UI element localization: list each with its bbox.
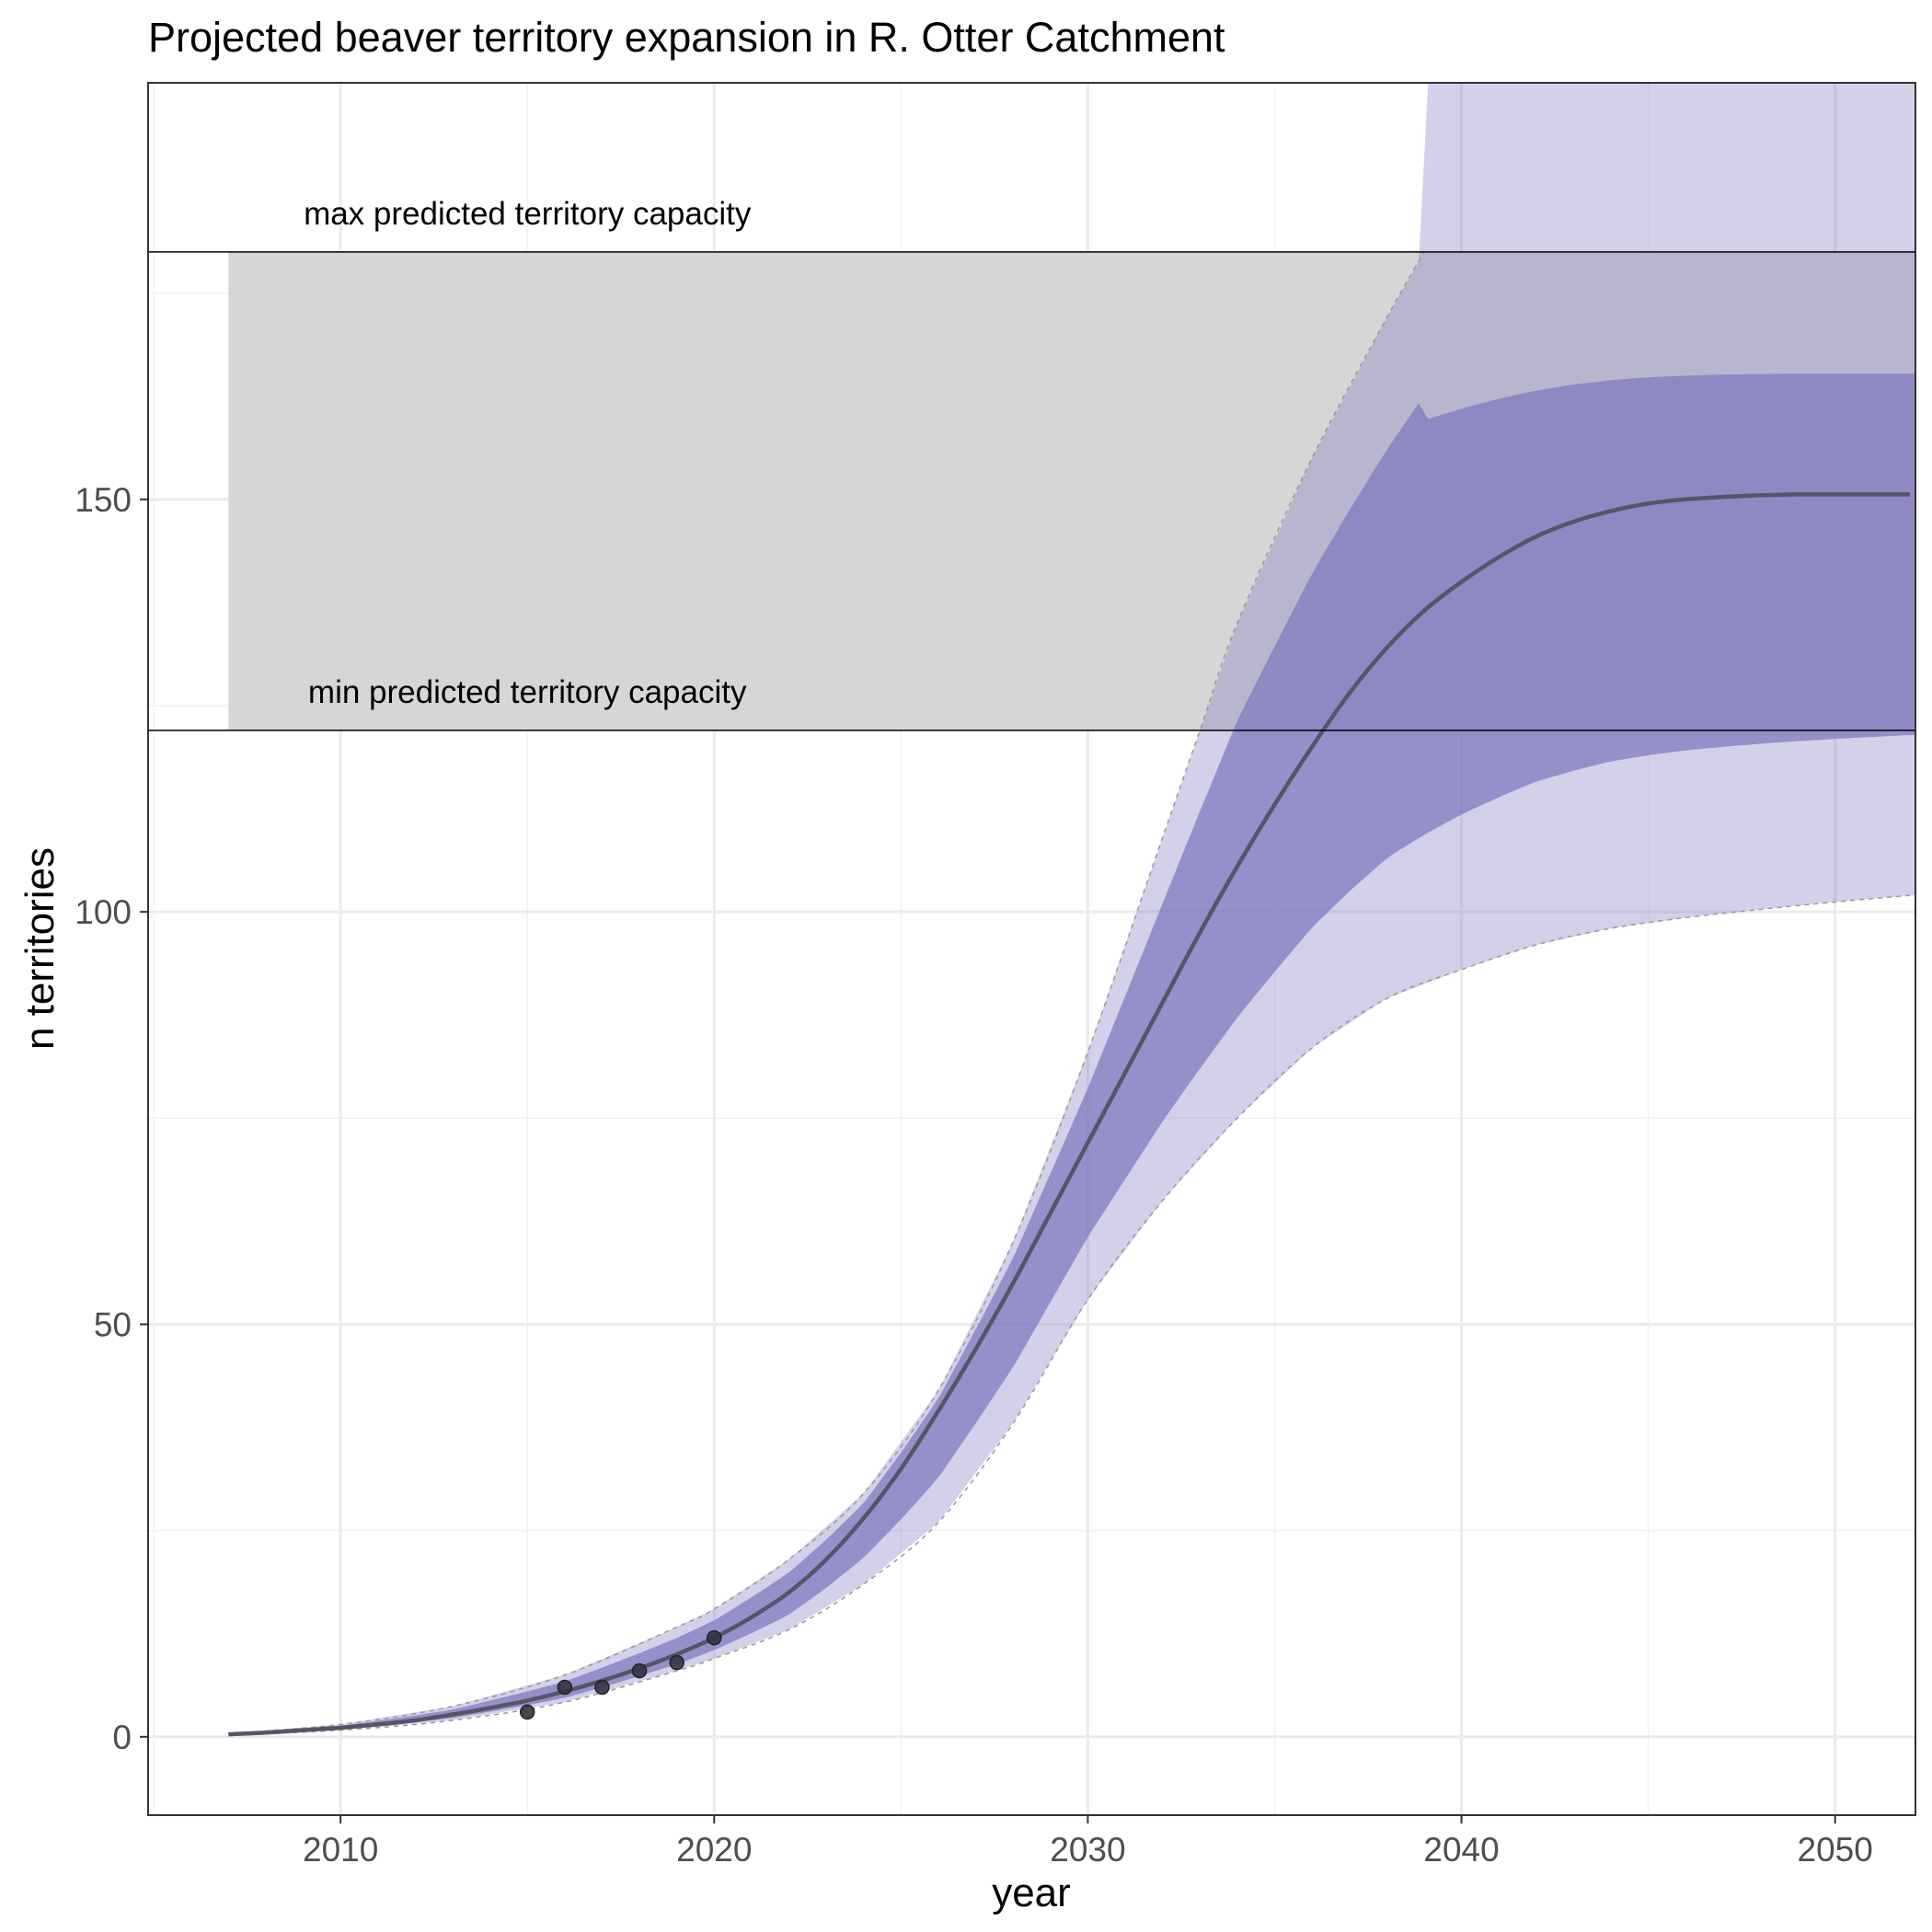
y-tick-label: 100 [75, 893, 132, 931]
x-tick-label: 2050 [1798, 1831, 1873, 1869]
median-projection-line [228, 492, 1910, 1737]
projection-ribbon-layer [228, 83, 1915, 1735]
upper-bound-line [228, 251, 1425, 1734]
observed-point [557, 1679, 573, 1696]
annotations: max predicted territory capacity min pre… [304, 196, 752, 710]
y-axis-title: n territories [17, 847, 63, 1050]
observed-point [669, 1654, 684, 1671]
y-tick-label: 0 [112, 1719, 132, 1756]
x-axis-title: year [992, 1870, 1071, 1915]
lower-bound-line [228, 894, 1910, 1736]
x-tick-label: 2030 [1050, 1831, 1125, 1869]
observed-point [631, 1662, 648, 1679]
annotation-min-capacity: min predicted territory capacity [308, 674, 747, 710]
series-layer [148, 251, 1915, 1737]
observed-point [519, 1704, 535, 1720]
x-tick-label: 2040 [1423, 1831, 1499, 1869]
observed-point [707, 1629, 722, 1646]
x-tick-label: 2020 [676, 1831, 752, 1869]
plot-panel-border [147, 82, 1916, 1816]
annotation-max-capacity: max predicted territory capacity [304, 196, 752, 232]
observed-point [594, 1679, 610, 1696]
chart-title: Projected beaver territory expansion in … [148, 14, 1225, 61]
observed-points-layer [519, 1629, 722, 1720]
axes: 2010 2020 2030 2040 2050 0 50 100 150 [75, 481, 1873, 1869]
y-tick-label: 50 [94, 1305, 132, 1343]
y-tick-label: 150 [75, 481, 132, 519]
projection-ribbon-core [228, 374, 1915, 1735]
x-tick-label: 2010 [303, 1831, 378, 1869]
